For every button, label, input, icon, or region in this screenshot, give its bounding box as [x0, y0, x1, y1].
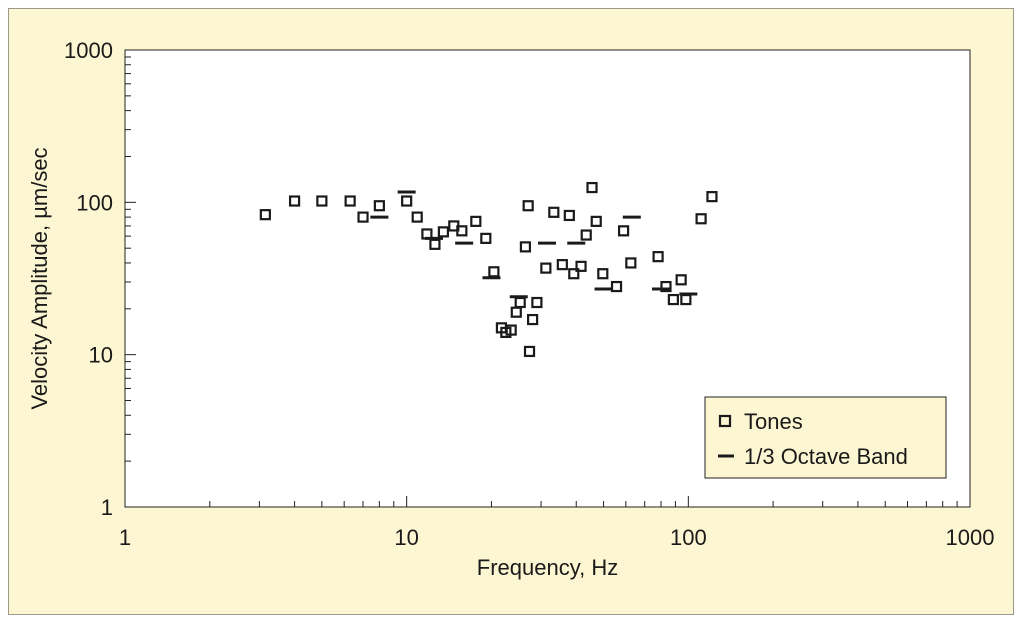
data-marks — [259, 181, 718, 358]
x-tick-labels: 1 10 100 1000 — [119, 525, 995, 550]
x-tick-label: 1 — [119, 525, 131, 550]
tone-point — [316, 195, 328, 207]
tone-point — [667, 293, 679, 306]
tone-point — [706, 191, 718, 203]
tone-point — [519, 241, 532, 253]
tone-point — [580, 229, 592, 241]
y-tick-label: 100 — [76, 190, 113, 215]
y-tick-label: 1000 — [64, 38, 113, 63]
tone-point — [590, 215, 602, 227]
legend-label-octave-band: 1/3 Octave Band — [744, 444, 908, 469]
tone-point — [563, 209, 575, 222]
major-ticks — [124, 49, 971, 508]
y-tick-label: 1 — [101, 495, 113, 520]
legend-label-tones: Tones — [744, 409, 803, 434]
tone-point — [437, 226, 449, 238]
legend-square-marker — [718, 414, 732, 428]
y-tick-label: 10 — [89, 343, 113, 368]
tone-point — [401, 195, 413, 207]
tone-point — [597, 268, 609, 280]
tone-point — [456, 225, 468, 237]
tone-point — [344, 195, 356, 207]
tone-point — [540, 262, 552, 274]
tone-point — [660, 280, 672, 293]
tone-point — [357, 211, 369, 223]
tone-point — [617, 225, 630, 237]
tone-point — [610, 280, 623, 293]
tone-point — [259, 209, 271, 221]
legend-box — [704, 396, 947, 479]
tone-point — [373, 200, 385, 212]
tone-point — [586, 181, 598, 194]
tone-point — [695, 213, 707, 225]
y-axis-title: Velocity Amplitude, µm/sec — [27, 147, 52, 409]
tone-point — [288, 195, 301, 207]
tone-point — [505, 324, 517, 336]
y-tick-labels: 1 10 100 1000 — [64, 38, 113, 520]
tone-point — [531, 296, 543, 309]
tone-point — [480, 232, 492, 244]
tone-point — [575, 260, 587, 272]
tone-point — [568, 268, 580, 280]
x-axis-title: Frequency, Hz — [477, 555, 618, 580]
legend: Tones 1/3 Octave Band — [704, 396, 947, 479]
tone-point — [411, 211, 423, 223]
x-tick-label: 10 — [394, 525, 418, 550]
tone-point — [470, 215, 482, 227]
tone-point — [523, 345, 536, 358]
x-tick-label: 1000 — [946, 525, 995, 550]
tone-point — [548, 206, 560, 218]
tone-point — [625, 257, 637, 269]
tone-point — [556, 259, 568, 271]
x-tick-label: 100 — [670, 525, 707, 550]
tone-point — [652, 251, 664, 263]
minor-ticks — [125, 56, 958, 507]
tone-point — [527, 313, 539, 326]
tone-point — [675, 274, 687, 286]
tone-point — [522, 200, 534, 212]
